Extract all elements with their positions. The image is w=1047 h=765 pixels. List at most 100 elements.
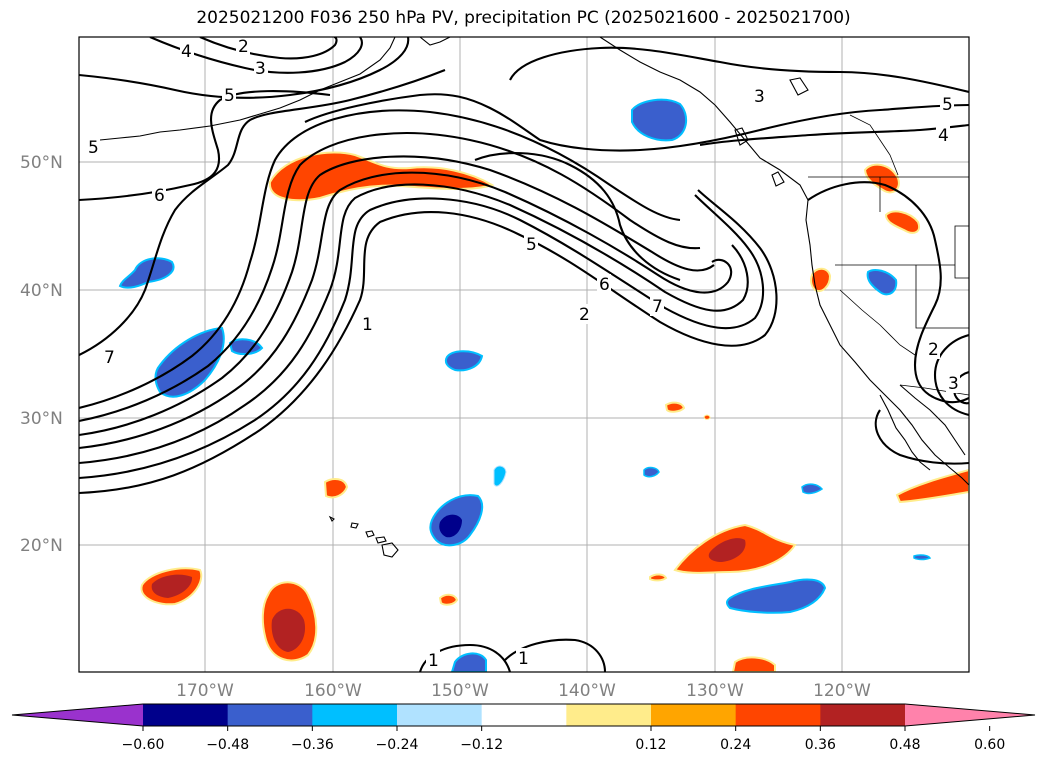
colorbar-swatch [820,704,906,726]
precip-negative-area [450,652,487,672]
colorbar-tick-label: −0.12 [460,737,503,753]
contour-label: 5 [526,235,537,255]
precip-positive-area [731,656,776,672]
contour-label: 5 [224,86,235,106]
contour-label: 3 [948,374,959,394]
pv-contour [199,37,338,60]
precip-positive-core [271,608,306,652]
pv-contour [807,181,969,404]
precip-negative-area [726,578,827,614]
pv-contour [474,151,681,281]
coastlines [99,37,969,558]
contour-label: 1 [518,649,529,669]
colorbar-swatch [735,704,821,726]
colorbar-tick-label: −0.60 [122,737,165,753]
colorbar-tick-label: −0.36 [291,737,334,753]
lon-label: 160°W [304,681,362,701]
contour-label: 6 [154,186,165,206]
contour-label: 2 [238,37,249,57]
precip-positive-area [810,267,832,292]
precip-positive-core [708,538,746,562]
precip-negative-area [493,465,507,487]
contour-labels: 4 2 3 5 5 6 7 1 5 6 2 7 3 5 [86,37,960,671]
contour-label: 1 [362,315,373,335]
contour-label: 2 [928,340,939,360]
pv-contour [933,333,969,417]
precip-negative-area [154,326,225,398]
pv-contour [874,409,969,465]
contour-label: 4 [938,126,949,146]
precip-positive-core [151,574,193,598]
pv-contour [509,46,969,94]
pv-contour [79,69,446,356]
pv-contours [79,37,969,672]
precip-negative-area [228,338,264,356]
colorbar-tick-label: 0.60 [974,737,1005,753]
colorbar-tick-label: −0.48 [206,737,249,753]
contour-label: 3 [754,87,765,107]
lat-label: 50°N [20,153,63,173]
map-frame-background [79,37,969,672]
lat-label: 30°N [20,409,63,429]
contour-label: 7 [104,348,115,368]
colorbar-tick-label: 0.36 [805,737,836,753]
lat-label: 40°N [20,281,63,301]
precip-positive-area [895,468,969,504]
figure-title: 2025021200 F036 250 hPa PV, precipitatio… [196,8,851,28]
contour-label: 5 [942,95,953,115]
precip-positive-area [649,573,668,582]
map-frame-border [78,36,970,673]
pv-contour [79,183,749,465]
contour-label: 6 [599,275,610,295]
colorbar-extend-low [12,704,143,726]
lat-label: 20°N [20,536,63,556]
colorbar-tick-label: 0.48 [889,737,920,753]
pv-contour [304,93,969,152]
pv-contour [79,109,681,410]
colorbar-swatch [397,704,483,726]
colorbar-swatch [566,704,652,726]
contour-label: 1 [428,651,439,671]
colorbar-swatch [143,704,229,726]
contour-label: 4 [181,42,192,62]
precip-positive-area [703,414,711,420]
pv-contour [79,90,331,202]
pv-contour [953,370,969,405]
colorbar-tick-label: 0.24 [720,737,751,753]
colorbar-tick-label: −0.24 [376,737,419,753]
precip-negative-area [643,466,660,478]
lon-label: 130°W [686,681,744,701]
colorbar-swatch [481,704,567,726]
colorbar-tick-label: 0.12 [635,737,666,753]
contour-label: 3 [255,59,266,79]
lon-label: 140°W [558,681,616,701]
precip-negative-area [801,483,824,495]
colorbar-swatch [227,704,313,726]
colorbar-swatch [312,704,398,726]
pv-contour [79,155,715,437]
precip-positive-area [438,593,459,606]
contour-label: 5 [88,138,99,158]
precip-negative-area [866,269,898,296]
lon-label: 120°W [813,681,871,701]
pv-contour [79,171,733,450]
precip-negative-area [913,554,932,561]
precip-positive-area [664,401,686,413]
colorbar-extend-high [905,704,1035,726]
precip-positive-area [884,210,920,234]
longitude-labels: 170°W 160°W 150°W 140°W 130°W 120°W [176,681,871,701]
pv-contour [79,189,778,495]
precip-positive-area [323,478,349,499]
lon-label: 150°W [431,681,489,701]
precip-negative-core [439,514,462,538]
colorbar: −0.60 −0.48 −0.36 −0.24 −0.12 0.12 0.24 0.36 0.4… [11,703,1036,753]
latitude-labels: 50°N 40°N 30°N 20°N [20,153,63,556]
precip-negative-area [631,98,688,142]
lon-label: 170°W [176,681,234,701]
precip-negative-area [444,350,484,372]
precipitation-shading [118,98,969,672]
pv-contour [79,37,410,99]
pv-contour [79,194,765,480]
precip-positive-area [268,151,495,202]
